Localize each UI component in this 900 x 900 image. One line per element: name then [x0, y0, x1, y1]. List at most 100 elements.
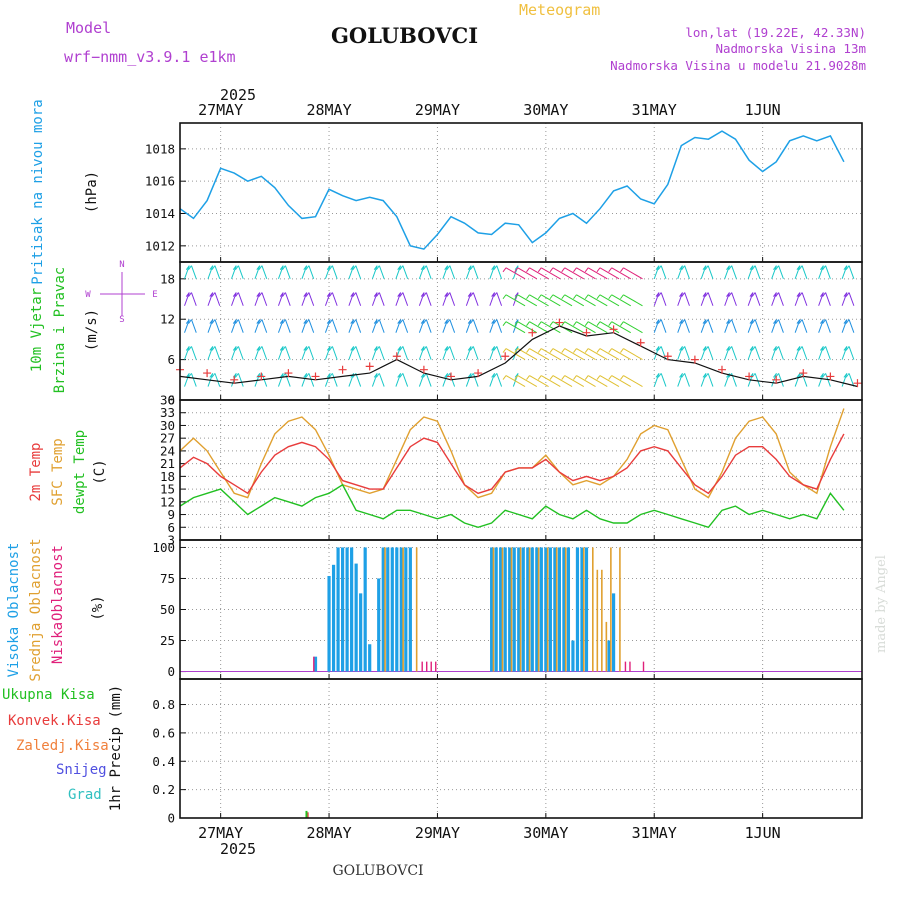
- wind-arrow: [331, 265, 338, 280]
- wind-arrow: [191, 346, 197, 360]
- wind-gust-marker: [365, 362, 374, 371]
- wind-arrow: [371, 373, 378, 387]
- wind-arrow-head: [328, 373, 333, 378]
- wind-arrow: [801, 265, 808, 280]
- wind-arrow: [348, 346, 355, 360]
- wind-arrow: [587, 267, 608, 280]
- wind-arrow: [517, 321, 538, 334]
- wind-arrow: [191, 373, 197, 387]
- mid-cloud-bar: [592, 547, 594, 672]
- wind-arrow: [540, 348, 561, 361]
- wind-arrow-head: [704, 265, 709, 270]
- wind-arrow-head: [798, 292, 803, 297]
- wind-arrow-head: [796, 346, 801, 351]
- wind-arrow-head: [211, 292, 216, 297]
- wind-arrow: [825, 292, 831, 306]
- wind-arrow: [564, 375, 585, 387]
- wind-arrow: [623, 375, 643, 387]
- bottom-day-label: 27MAY: [198, 824, 243, 842]
- wind-arrow-head: [375, 373, 380, 378]
- wind-arrow: [848, 319, 855, 333]
- high-cloud-bar: [512, 547, 516, 672]
- wind-arrow: [214, 373, 221, 387]
- mid-cloud-bar: [537, 547, 540, 672]
- wind-arrow-head: [822, 265, 826, 270]
- wind-arrow: [331, 373, 338, 387]
- wind-arrow: [731, 319, 737, 333]
- wind-arrow-head: [209, 373, 214, 378]
- mid-cloud-bar: [384, 547, 386, 672]
- wind-arrow-head: [185, 265, 190, 270]
- wind-arrow-head: [235, 319, 239, 324]
- wind-arrow: [395, 265, 402, 280]
- wind-arrow-head: [728, 346, 733, 351]
- wind-arrow-head: [256, 319, 261, 324]
- precip-bar: [305, 810, 308, 818]
- low-cloud-bar: [426, 661, 428, 672]
- wind-arrow: [472, 265, 479, 280]
- wind-arrow-head: [526, 321, 530, 326]
- wind-arrow: [700, 373, 707, 387]
- wind-arrow: [517, 348, 538, 361]
- wind-arrow-head: [446, 292, 451, 297]
- wind-gust-marker: [772, 375, 781, 384]
- temp-frame: [179, 399, 863, 541]
- low-cloud-bar: [629, 661, 631, 672]
- wind-arrow: [684, 265, 690, 280]
- wind-arrow: [848, 373, 855, 387]
- precip-ytick-label: 0: [167, 811, 175, 826]
- wind-arrow-head: [514, 267, 519, 273]
- wind-arrow: [425, 319, 432, 333]
- wind-arrow-head: [399, 319, 404, 324]
- high-cloud-bar: [336, 547, 340, 672]
- precip-panel: 0 0.2 0.4 0.6 0.8: [152, 678, 863, 826]
- wind-arrow-head: [303, 265, 308, 270]
- wind-gust-marker: [230, 375, 239, 384]
- wind-arrow-head: [235, 373, 239, 378]
- wind-arrow-head: [775, 265, 780, 270]
- wind-arrow-head: [444, 292, 449, 297]
- wind-arrow: [623, 294, 643, 307]
- high-cloud-bar: [390, 547, 394, 672]
- wind-arrow: [587, 348, 608, 361]
- wind-arrow-head: [702, 265, 707, 270]
- wind-arrow: [684, 319, 690, 333]
- wind-arrow: [707, 319, 714, 333]
- wind-arrow-head: [749, 265, 754, 270]
- wind-arrow-head: [282, 319, 286, 324]
- wind-arrow-head: [596, 267, 601, 273]
- wind-arrow: [395, 319, 402, 333]
- wind-arrow: [465, 319, 472, 333]
- top-day-label: 31MAY: [632, 101, 677, 119]
- wind-arrow: [214, 265, 221, 280]
- wind-arrow: [395, 373, 402, 387]
- wind-arrow-head: [775, 292, 780, 297]
- wind-arrow-head: [681, 292, 686, 297]
- wind-arrow-head: [549, 348, 554, 353]
- pressure-ytick-label: 1016: [145, 174, 175, 189]
- wind-arrow-head: [256, 292, 261, 297]
- wind-arrow-head: [620, 294, 624, 300]
- wind-arrow: [660, 346, 667, 360]
- wind-arrow-head: [502, 348, 507, 353]
- wind-arrow-head: [702, 373, 707, 378]
- wind-arrow-head: [749, 346, 754, 351]
- low-cloud-bar: [624, 661, 627, 672]
- wind-panel: 0 6 12 18: [160, 261, 863, 408]
- wind-arrow-head: [326, 292, 331, 297]
- cloud-ytick-label: 0: [167, 664, 175, 679]
- wind-arrow: [623, 267, 643, 280]
- wind-arrow-head: [822, 319, 826, 324]
- wind-arrow-head: [584, 375, 589, 380]
- wind-gust-marker: [555, 318, 564, 327]
- high-cloud-bar: [580, 547, 584, 672]
- wind-arrow-head: [681, 319, 686, 324]
- wind-arrow-head: [399, 346, 404, 351]
- wind-arrow: [472, 292, 479, 306]
- wind-arrow: [425, 265, 432, 280]
- wind-arrow-head: [514, 265, 519, 270]
- wind-arrow-head: [726, 373, 730, 378]
- wind-arrow-head: [326, 319, 331, 324]
- wind-arrow: [331, 346, 338, 360]
- cloud-ytick-label: 25: [160, 633, 175, 648]
